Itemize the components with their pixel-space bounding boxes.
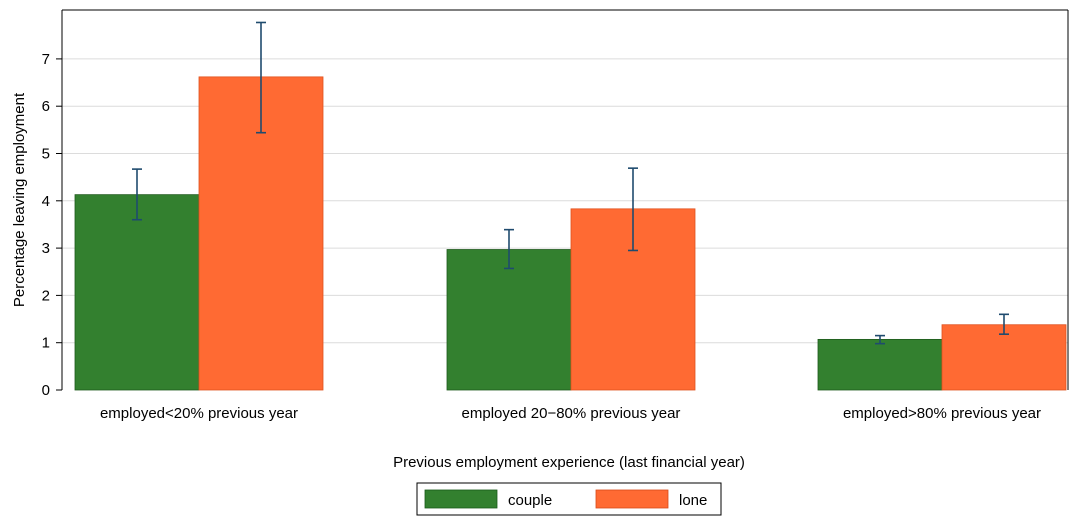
y-tick-label: 3 (42, 240, 50, 257)
y-tick-label: 6 (42, 98, 50, 115)
y-tick-label: 2 (42, 287, 50, 304)
bar-couple (74, 194, 200, 391)
bar-lone (941, 324, 1067, 391)
legend-swatch-lone (595, 489, 669, 509)
legend-swatch-couple (424, 489, 498, 509)
category-label: employed 20−80% previous year (462, 405, 681, 422)
category-label: employed<20% previous year (100, 405, 298, 422)
x-axis-title: Previous employment experience (last fin… (393, 454, 745, 471)
legend-label-lone: lone (679, 492, 707, 509)
y-axis-title: Percentage leaving employment (11, 92, 28, 307)
legend-label-couple: couple (508, 492, 552, 509)
y-tick-label: 5 (42, 146, 50, 163)
legend: couple lone (416, 482, 722, 516)
y-tick-label: 7 (42, 51, 50, 68)
y-tick-label: 4 (42, 193, 50, 210)
bar-couple (446, 249, 572, 391)
y-tick-label: 0 (42, 382, 50, 399)
y-tick-label: 1 (42, 335, 50, 352)
category-label: employed>80% previous year (843, 405, 1041, 422)
bar-couple (817, 338, 943, 391)
